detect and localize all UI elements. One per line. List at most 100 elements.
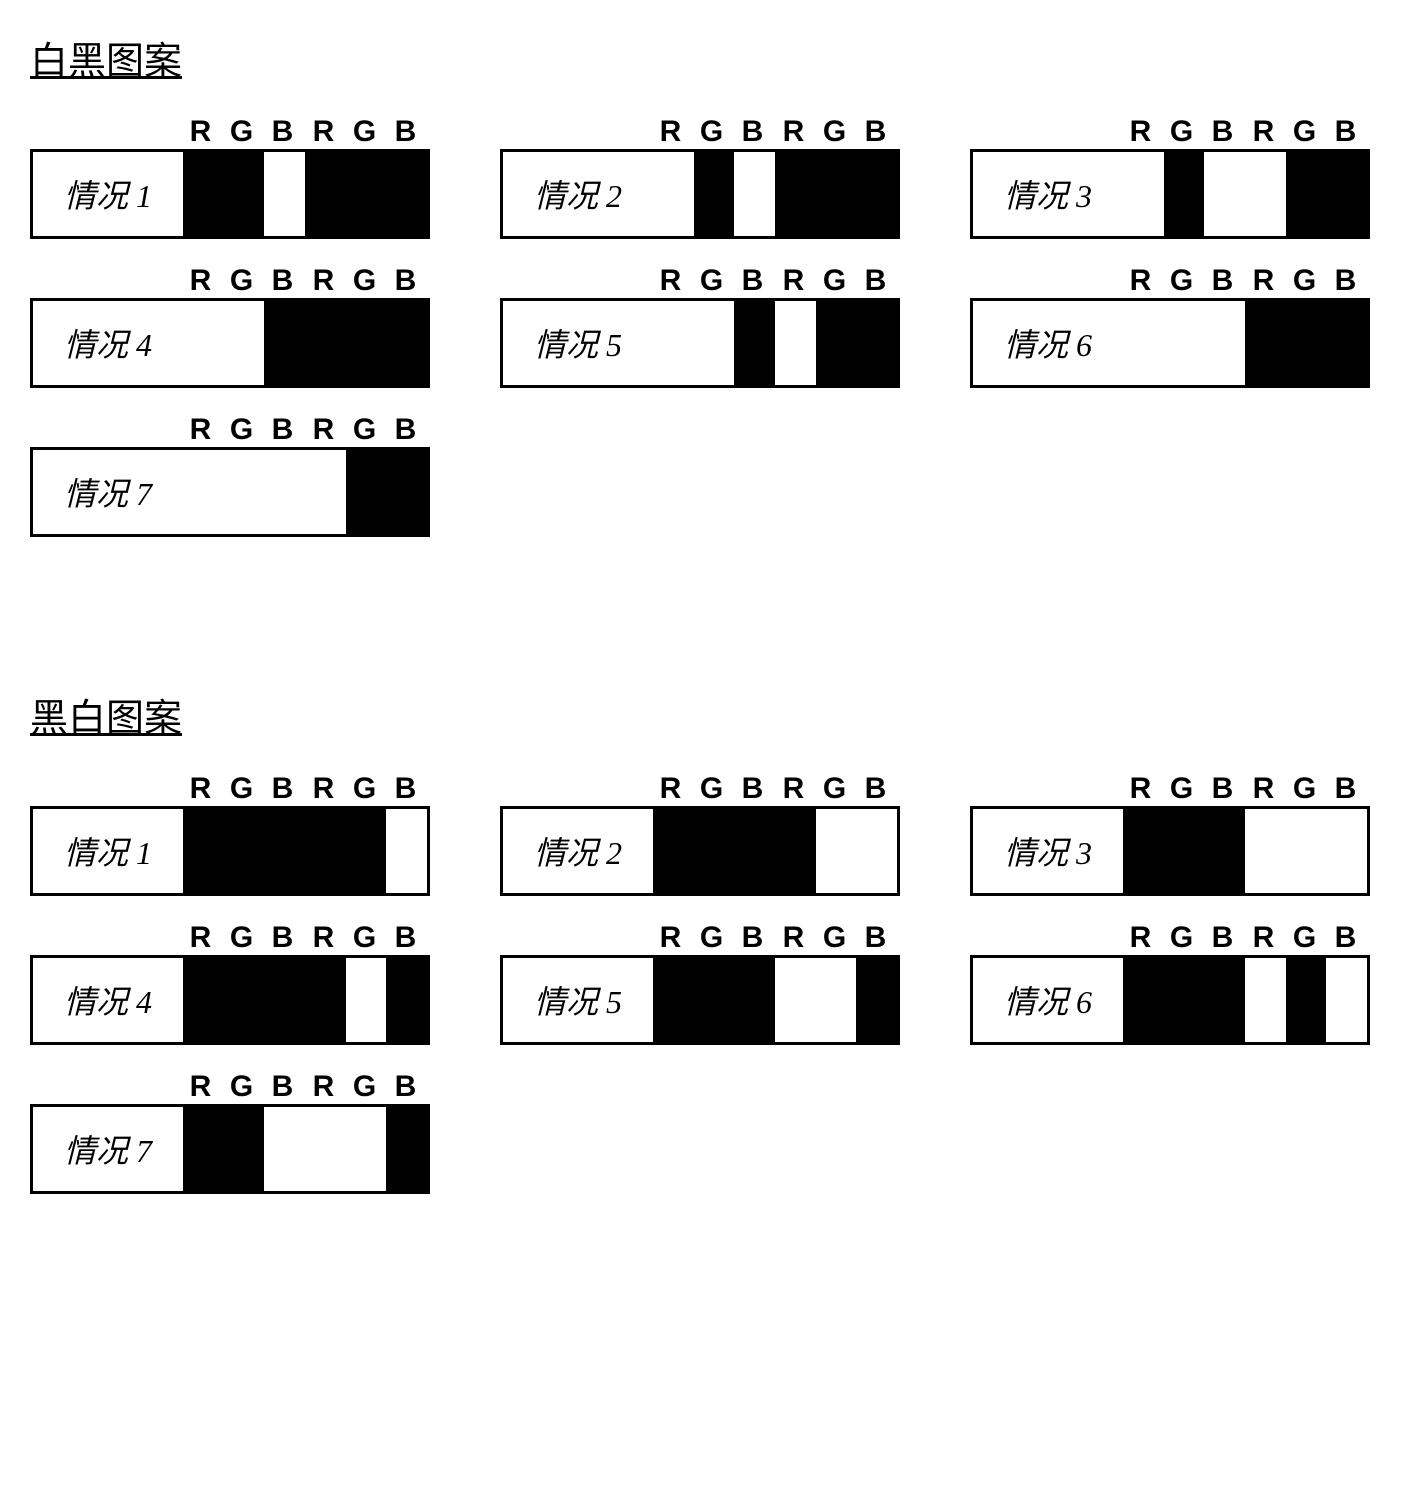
rgb-label: R: [180, 772, 221, 806]
subpixel-row: [1123, 152, 1367, 236]
rgb-label: G: [1284, 772, 1325, 806]
case-item: RGBRGB情况 6: [970, 921, 1380, 1045]
rgb-label: R: [650, 115, 691, 149]
rgb-label: R: [180, 115, 221, 149]
subpixel: [775, 301, 816, 385]
subpixel-row: [183, 1107, 427, 1191]
subpixel-row: [183, 450, 427, 534]
subpixel: [1164, 152, 1205, 236]
subpixel: [264, 809, 305, 893]
section-title: 白黑图案: [30, 30, 1383, 85]
rgb-label: B: [855, 772, 896, 806]
subpixel: [1204, 301, 1245, 385]
case-item: RGBRGB情况 4: [30, 264, 440, 388]
rgb-label: G: [691, 264, 732, 298]
subpixel: [1164, 301, 1205, 385]
subpixel: [1123, 958, 1164, 1042]
case-label: 情况 5: [503, 301, 653, 385]
case-box: 情况 1: [30, 149, 430, 239]
case-label: 情况 6: [973, 958, 1123, 1042]
case-label: 情况 6: [973, 301, 1123, 385]
rgb-label: R: [180, 264, 221, 298]
case-label: 情况 1: [33, 152, 183, 236]
rgb-label: R: [180, 921, 221, 955]
rgb-label: B: [262, 772, 303, 806]
rgb-label: B: [385, 921, 426, 955]
rgb-label: G: [814, 264, 855, 298]
subpixel-row: [183, 809, 427, 893]
rgb-label: R: [650, 264, 691, 298]
rgb-label: B: [1325, 264, 1366, 298]
case-label: 情况 5: [503, 958, 653, 1042]
rgb-label: R: [1120, 115, 1161, 149]
rgb-header: RGBRGB: [180, 1070, 440, 1104]
subpixel: [775, 152, 816, 236]
rgb-label: B: [732, 921, 773, 955]
rgb-header: RGBRGB: [180, 115, 440, 149]
case-box: 情况 3: [970, 806, 1370, 896]
rgb-label: R: [303, 264, 344, 298]
case-label: 情况 2: [503, 152, 653, 236]
rgb-label: G: [1161, 115, 1202, 149]
rgb-header: RGBRGB: [650, 115, 910, 149]
subpixel: [1164, 809, 1205, 893]
rgb-label: R: [1120, 772, 1161, 806]
rgb-header: RGBRGB: [180, 772, 440, 806]
subpixel: [386, 450, 427, 534]
rgb-header: RGBRGB: [1120, 264, 1380, 298]
subpixel: [264, 301, 305, 385]
rgb-label: R: [1120, 264, 1161, 298]
case-item: RGBRGB情况 2: [500, 115, 910, 239]
rgb-label: R: [303, 921, 344, 955]
case-label: 情况 7: [33, 1107, 183, 1191]
subpixel: [346, 1107, 387, 1191]
rgb-label: B: [855, 264, 896, 298]
rgb-header: RGBRGB: [650, 921, 910, 955]
rgb-label: B: [732, 772, 773, 806]
case-item: RGBRGB情况 2: [500, 772, 910, 896]
subpixel: [1326, 809, 1367, 893]
subpixel: [1245, 301, 1286, 385]
subpixel: [386, 301, 427, 385]
case-box: 情况 6: [970, 298, 1370, 388]
rgb-label: B: [1325, 921, 1366, 955]
rgb-header: RGBRGB: [180, 413, 440, 447]
subpixel: [305, 809, 346, 893]
rgb-label: R: [1243, 264, 1284, 298]
rgb-label: G: [814, 921, 855, 955]
case-box: 情况 5: [500, 298, 900, 388]
case-box: 情况 1: [30, 806, 430, 896]
rgb-label: B: [1202, 264, 1243, 298]
rgb-label: G: [814, 772, 855, 806]
subpixel: [224, 152, 265, 236]
rgb-label: G: [221, 1070, 262, 1104]
rgb-label: G: [344, 921, 385, 955]
subpixel: [183, 301, 224, 385]
subpixel: [1286, 958, 1327, 1042]
subpixel: [1286, 301, 1327, 385]
rgb-label: R: [1243, 115, 1284, 149]
subpixel: [816, 152, 857, 236]
subpixel: [264, 1107, 305, 1191]
rgb-label: B: [262, 1070, 303, 1104]
rgb-label: B: [262, 264, 303, 298]
rgb-label: B: [385, 264, 426, 298]
case-label: 情况 4: [33, 958, 183, 1042]
rgb-label: G: [691, 921, 732, 955]
subpixel: [856, 958, 897, 1042]
subpixel: [386, 809, 427, 893]
rgb-label: B: [1202, 115, 1243, 149]
subpixel: [305, 301, 346, 385]
rgb-label: R: [1243, 772, 1284, 806]
rgb-label: B: [262, 921, 303, 955]
case-item: RGBRGB情况 3: [970, 772, 1380, 896]
rgb-header: RGBRGB: [180, 264, 440, 298]
subpixel-row: [653, 152, 897, 236]
rgb-label: B: [732, 264, 773, 298]
rgb-label: B: [1202, 921, 1243, 955]
rgb-label: G: [221, 413, 262, 447]
case-label: 情况 1: [33, 809, 183, 893]
case-label: 情况 4: [33, 301, 183, 385]
subpixel: [183, 809, 224, 893]
subpixel: [224, 809, 265, 893]
